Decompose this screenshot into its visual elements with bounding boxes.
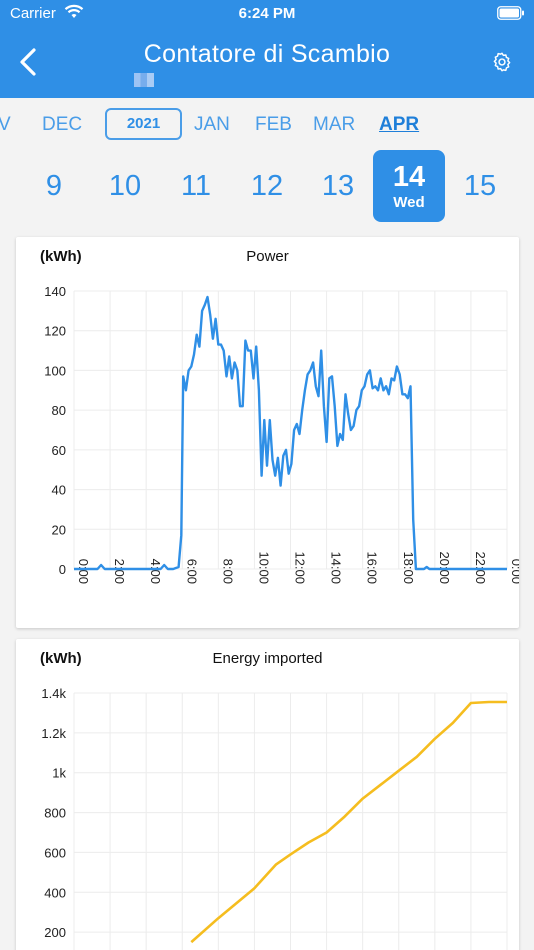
power-chart-title: Power <box>246 248 289 265</box>
power-chart-unit: (kWh) <box>40 248 82 265</box>
y-tick-label: 40 <box>52 483 66 498</box>
y-tick-label: 1.4k <box>41 686 66 701</box>
x-tick-label: 0:00 <box>76 559 91 584</box>
y-tick-label: 600 <box>44 845 66 860</box>
x-tick-label: 4:00 <box>148 559 163 584</box>
y-tick-label: 80 <box>52 403 66 418</box>
month-prev-partial[interactable]: V <box>0 114 11 135</box>
y-tick-label: 60 <box>52 443 66 458</box>
back-button[interactable] <box>14 46 46 78</box>
x-tick-label: 14:00 <box>329 551 344 584</box>
selected-day-number: 14 <box>392 161 426 193</box>
carrier-label: Carrier <box>10 5 56 22</box>
month-jan[interactable]: JAN <box>194 114 230 135</box>
day-selector: 9 10 11 12 13 14 Wed 15 <box>0 150 534 222</box>
day-9[interactable]: 9 <box>45 170 63 202</box>
settings-gear-icon[interactable] <box>491 51 513 73</box>
day-14-selected[interactable]: 14 Wed <box>373 150 445 222</box>
x-tick-label: 8:00 <box>220 559 235 584</box>
y-tick-label: 100 <box>44 363 66 378</box>
y-tick-label: 400 <box>44 885 66 900</box>
x-tick-label: 18:00 <box>401 551 416 584</box>
y-tick-label: 1k <box>52 766 66 781</box>
power-series-line <box>74 295 507 571</box>
year-selector[interactable]: 2021 <box>105 108 182 140</box>
month-mar[interactable]: MAR <box>313 114 356 135</box>
day-15[interactable]: 15 <box>463 170 497 202</box>
energy-chart-card: (kWh) Energy imported 200 400 600 800 1k 1.2k… <box>16 639 519 950</box>
month-apr[interactable]: APR <box>379 114 420 135</box>
status-bar: Carrier 6:24 PM <box>0 0 534 28</box>
x-tick-label: 0:00 <box>509 559 519 584</box>
x-tick-label: 12:00 <box>293 551 308 584</box>
x-tick-label: 2:00 <box>112 559 127 584</box>
energy-chart-title: Energy imported <box>212 650 323 667</box>
month-feb[interactable]: FEB <box>255 114 292 135</box>
page-title: Contatore di Scambio <box>143 40 391 68</box>
status-time: 6:24 PM <box>238 5 296 22</box>
x-tick-label: 20:00 <box>437 551 452 584</box>
y-tick-label: 200 <box>44 925 66 940</box>
energy-chart-unit: (kWh) <box>40 650 82 667</box>
redacted-subtitle <box>134 73 154 87</box>
day-11[interactable]: 11 <box>180 170 212 202</box>
x-tick-label: 22:00 <box>473 551 488 584</box>
battery-icon <box>497 6 524 20</box>
power-chart: 0 20 40 60 80 100 120 140 0:00 2:00 4:00 6:00 8:00 10… <box>44 284 519 584</box>
day-12[interactable]: 12 <box>250 170 284 202</box>
energy-series-line <box>190 700 507 944</box>
day-13[interactable]: 13 <box>321 170 355 202</box>
y-tick-label: 1.2k <box>41 726 66 741</box>
selected-day-weekday: Wed <box>393 194 425 211</box>
x-tick-label: 16:00 <box>365 551 380 584</box>
x-tick-label: 6:00 <box>184 559 199 584</box>
x-tick-label: 10:00 <box>256 551 271 584</box>
month-selector: V DEC 2021 JAN FEB MAR APR <box>0 98 534 148</box>
energy-chart: 200 400 600 800 1k 1.2k 1.4k <box>41 686 508 950</box>
wifi-icon <box>64 4 84 18</box>
y-tick-label: 120 <box>44 324 66 339</box>
day-10[interactable]: 10 <box>108 170 142 202</box>
y-tick-label: 20 <box>52 522 66 537</box>
month-dec[interactable]: DEC <box>42 114 83 135</box>
y-tick-label: 0 <box>59 562 66 577</box>
app-header: Carrier 6:24 PM Contatore di Scambio <box>0 0 534 98</box>
y-tick-label: 140 <box>44 284 66 299</box>
y-tick-label: 800 <box>44 806 66 821</box>
power-chart-card: (kWh) Power 0 20 40 60 80 100 120 140 0:00 2:00 4:… <box>16 237 519 628</box>
